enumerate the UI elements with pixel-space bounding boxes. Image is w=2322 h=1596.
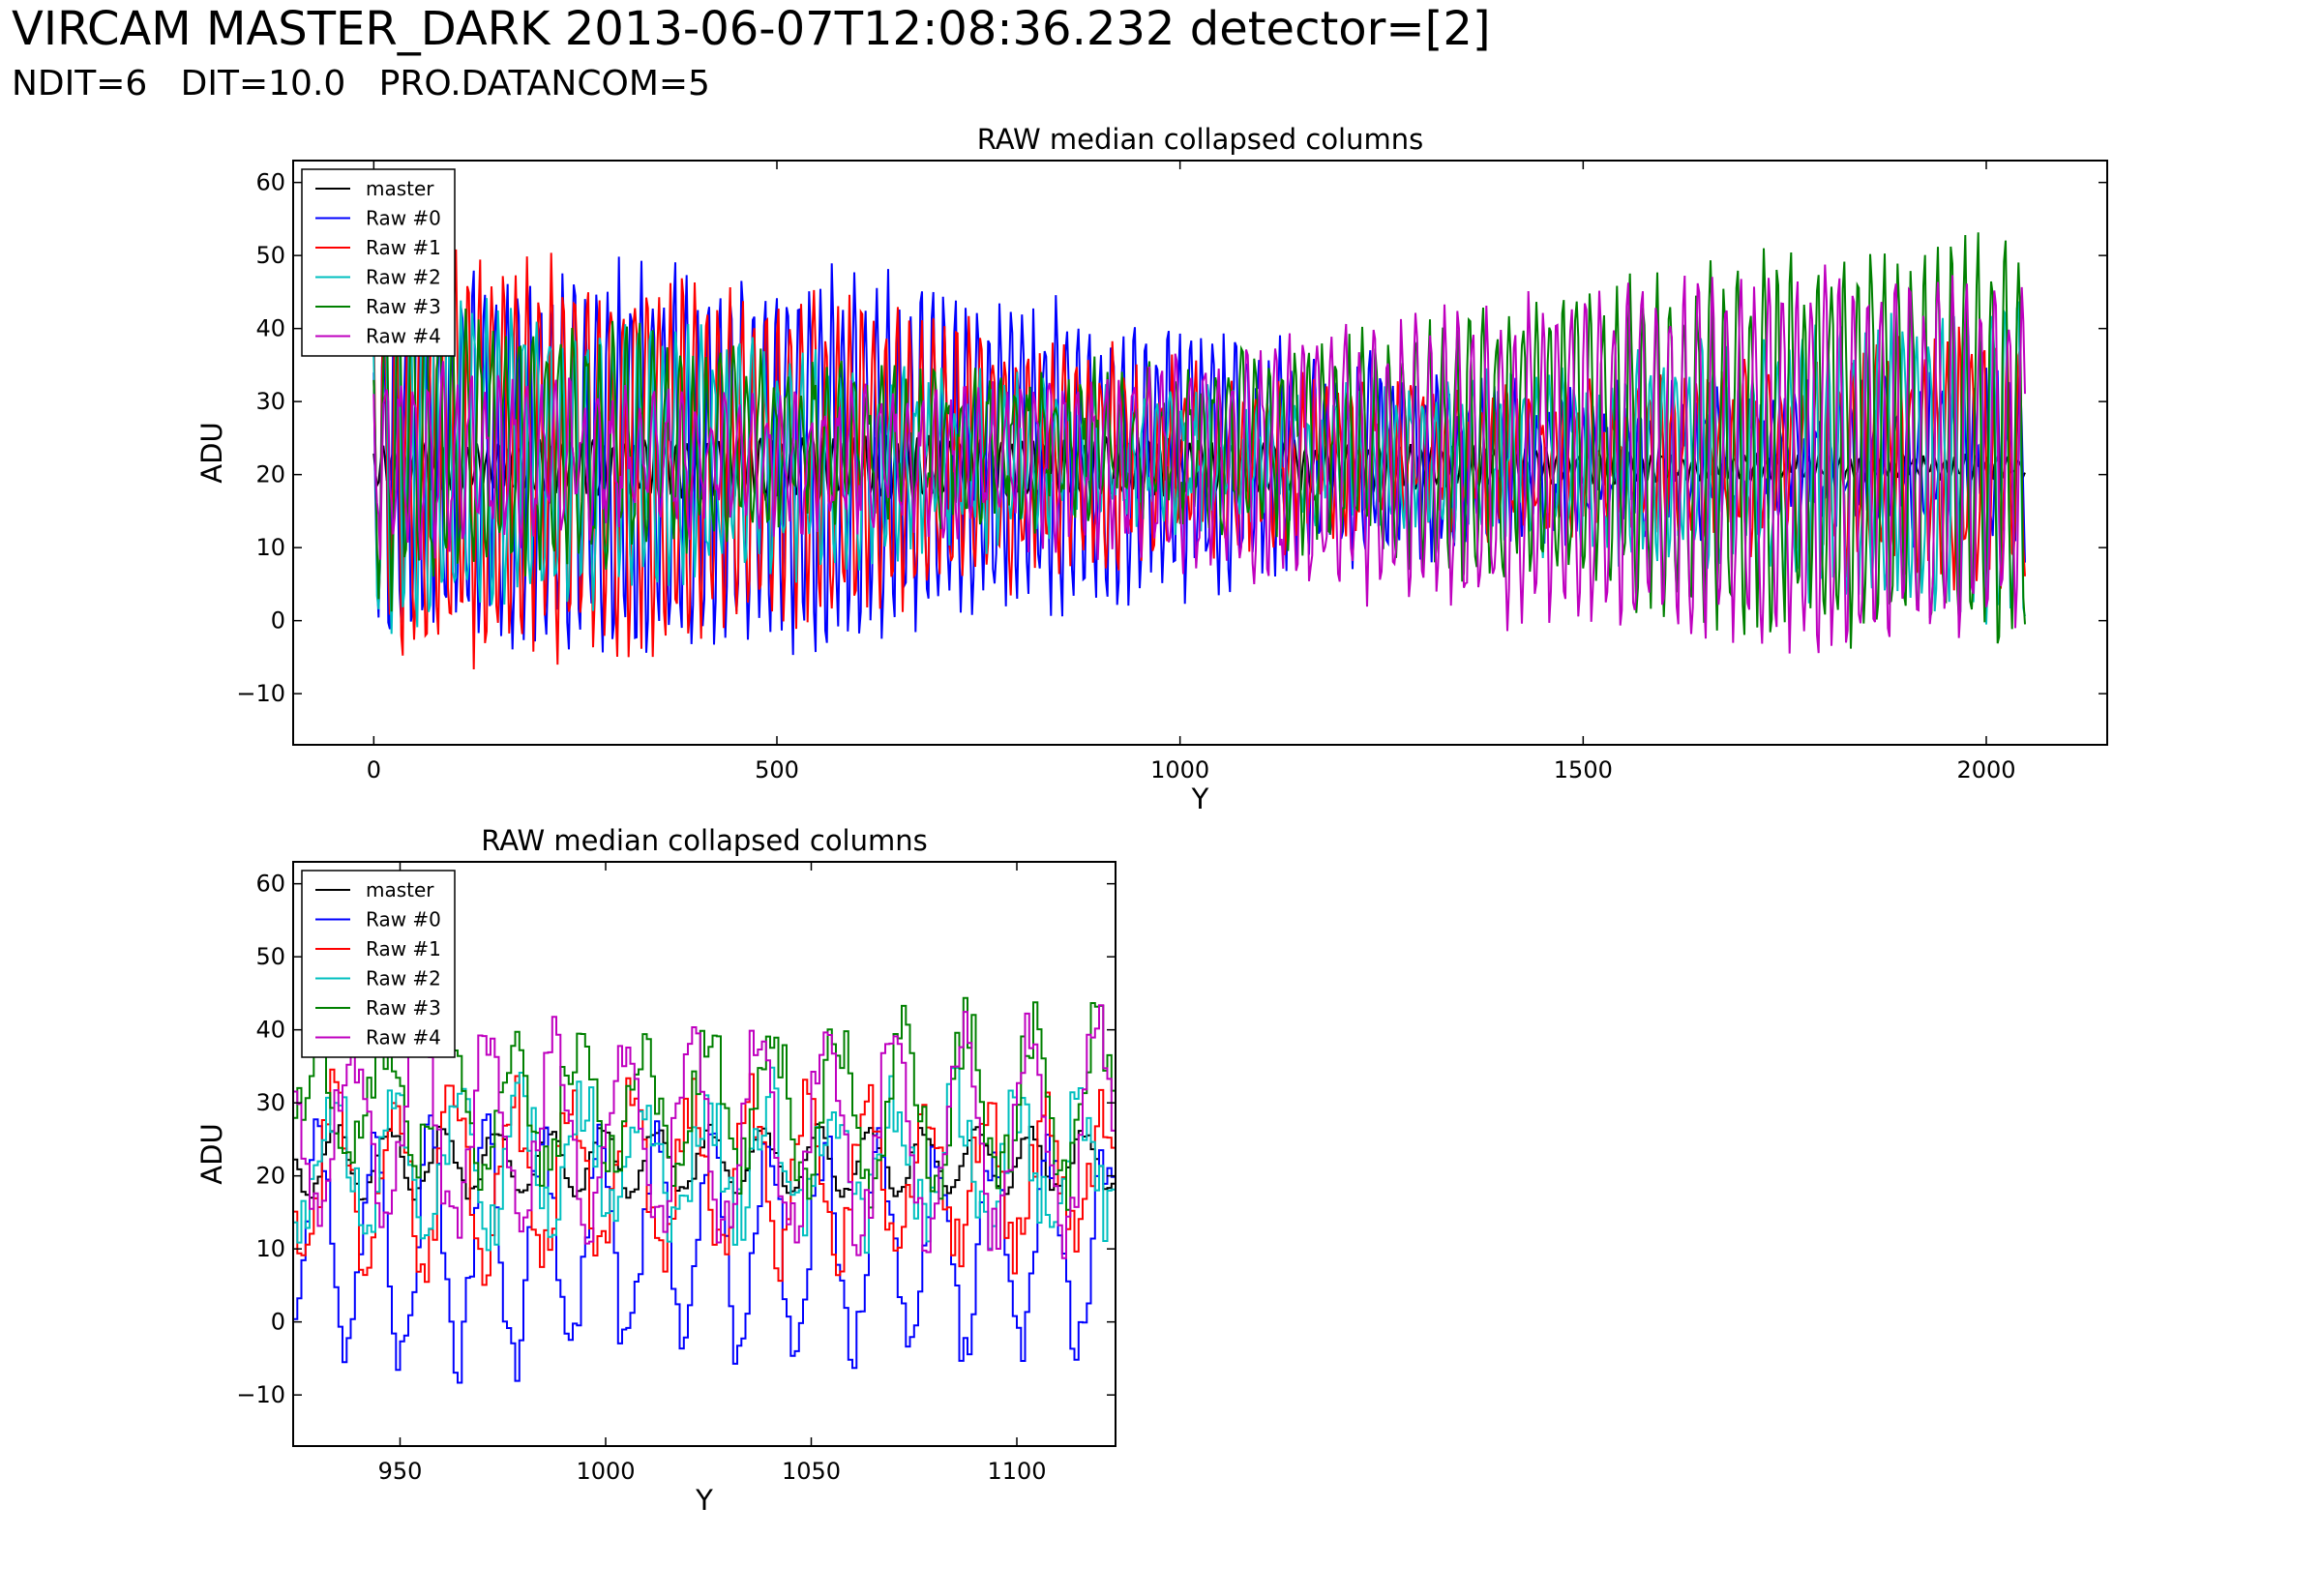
y-tick-label: 60 xyxy=(255,871,285,898)
chart-panel-1: 0 500 1000 1500 2000 −10 0 10 20 30 40 50 60 RAW medi… xyxy=(195,123,2108,815)
y-tick-label: 40 xyxy=(255,1017,285,1044)
axes-frame xyxy=(292,861,1116,1447)
x-tick-label: 950 xyxy=(378,1458,423,1485)
legend-entry-label: Raw #2 xyxy=(366,266,441,289)
legend: master Raw #0 Raw #1 Raw #2 Raw #3 Raw #4 xyxy=(301,870,456,1058)
legend-entry-label: Raw #0 xyxy=(366,908,441,931)
x-axis-label: Y xyxy=(1191,783,1209,815)
legend-entry-label: Raw #0 xyxy=(366,207,441,230)
series-line-raw-4 xyxy=(372,264,2026,654)
legend-entry-label: Raw #3 xyxy=(366,295,441,318)
chart-panel-2: 950 1000 1050 1100 −10 0 10 20 30 40 50 60 RAW media… xyxy=(195,824,1116,1517)
y-tick-label: 0 xyxy=(271,1309,285,1336)
legend-box xyxy=(301,870,456,1058)
legend-entry-label: Raw #1 xyxy=(366,937,441,961)
y-tick-label: −10 xyxy=(236,1381,285,1408)
axes-frame xyxy=(292,160,2108,746)
figure-title: VIRCAM MASTER_DARK 2013-06-07T12:08:36.2… xyxy=(12,2,1491,56)
chart-title: RAW median collapsed columns xyxy=(481,824,927,857)
x-tick-label: 2000 xyxy=(1956,756,2015,783)
legend-entry-label: Raw #1 xyxy=(366,236,441,259)
y-tick-label: 0 xyxy=(271,607,285,635)
legend: master Raw #0 Raw #1 Raw #2 Raw #3 Raw #4 xyxy=(301,168,456,357)
x-axis-label: Y xyxy=(695,1484,713,1517)
x-tick-label: 1000 xyxy=(1150,756,1209,783)
chart-title: RAW median collapsed columns xyxy=(977,123,1423,156)
figure-subtitle: NDIT=6 DIT=10.0 PRO.DATANCOM=5 xyxy=(12,64,710,103)
x-tick-label: 1050 xyxy=(782,1458,841,1485)
x-tick-label: 1000 xyxy=(576,1458,635,1485)
plot-area xyxy=(372,232,2026,670)
y-axis-label: ADU xyxy=(195,422,228,483)
series-line-raw-0 xyxy=(293,1113,1116,1384)
y-tick-label: 20 xyxy=(255,461,285,488)
series-line-raw-3 xyxy=(293,996,1116,1211)
y-tick-label: 40 xyxy=(255,315,285,342)
y-tick-label: 10 xyxy=(255,534,285,561)
legend-box xyxy=(301,168,456,357)
legend-entry-label: Raw #4 xyxy=(366,1026,441,1049)
y-axis-label: ADU xyxy=(195,1123,228,1184)
legend-entry-label: Raw #4 xyxy=(366,325,441,348)
plot-area xyxy=(293,996,1116,1384)
y-tick-label: 50 xyxy=(255,242,285,269)
legend-entry-label: Raw #2 xyxy=(366,967,441,990)
y-tick-label: 10 xyxy=(255,1235,285,1262)
series-line-raw-2 xyxy=(372,293,2026,635)
x-tick-label: 1500 xyxy=(1554,756,1613,783)
x-tick-label: 0 xyxy=(367,756,381,783)
y-tick-label: −10 xyxy=(236,680,285,707)
y-tick-label: 20 xyxy=(255,1163,285,1190)
legend-entry-label: master xyxy=(366,878,434,901)
x-tick-label: 500 xyxy=(755,756,799,783)
y-tick-label: 30 xyxy=(255,388,285,415)
y-tick-label: 50 xyxy=(255,943,285,970)
legend-entry-label: Raw #3 xyxy=(366,996,441,1020)
y-tick-label: 60 xyxy=(255,169,285,196)
legend-entry-label: master xyxy=(366,177,434,200)
y-tick-label: 30 xyxy=(255,1089,285,1116)
x-tick-label: 1100 xyxy=(987,1458,1046,1485)
